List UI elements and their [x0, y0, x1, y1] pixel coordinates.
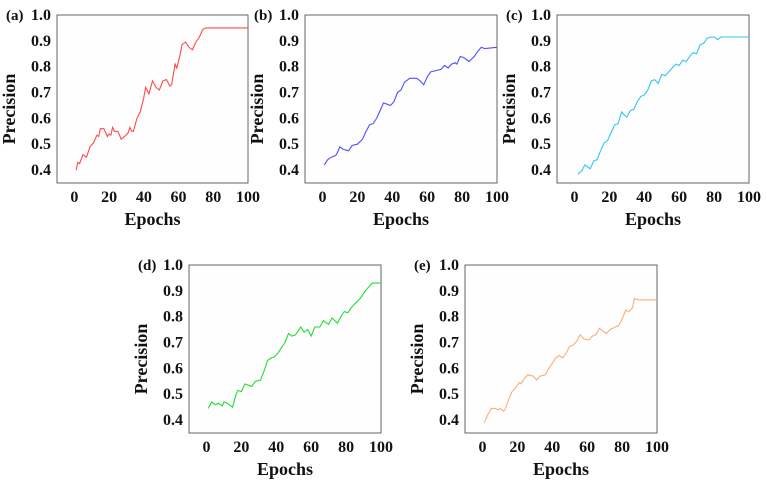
y-tick-label: 0.8: [531, 59, 551, 76]
x-tick-label: 40: [268, 439, 284, 456]
x-tick-label: 60: [303, 439, 319, 456]
plot-area: [556, 14, 750, 184]
x-tick-label: 40: [136, 189, 152, 206]
x-tick-label: 20: [349, 189, 365, 206]
plot-area: [464, 264, 658, 434]
x-tick-label: 0: [202, 439, 210, 456]
y-tick-label: 0.6: [439, 360, 459, 377]
y-tick-label: 0.4: [439, 412, 459, 429]
y-tick-label: 0.6: [531, 110, 551, 127]
subplot-a: 0.4 0.5 0.6 0.7 0.8 0.9 1.0 0 20 40 60 80 100 Epochs P…: [0, 7, 260, 229]
y-tick-label: 0.6: [31, 110, 51, 127]
y-tick-label: 0.8: [31, 59, 51, 76]
precision-line: [323, 46, 498, 166]
y-tick-label: 0.7: [279, 85, 299, 102]
panel-label: (c): [506, 8, 523, 24]
subplot-e: 0.4 0.5 0.6 0.7 0.8 0.9 1.0 0 20 40 60 80 100 Epochs P…: [407, 257, 669, 479]
y-tick-label: 0.8: [279, 59, 299, 76]
x-tick-label: 0: [478, 439, 486, 456]
x-tick-label: 100: [236, 189, 260, 206]
y-tick-label: 0.8: [439, 309, 459, 326]
x-tick-label: 60: [419, 189, 435, 206]
x-tick-label: 100: [645, 439, 669, 456]
y-tick-label: 0.4: [531, 162, 551, 179]
x-tick-label: 100: [737, 189, 761, 206]
y-tick-label: 0.7: [439, 335, 459, 352]
x-axis-label: Epochs: [257, 459, 313, 479]
x-tick-label: 80: [205, 189, 221, 206]
y-tick-label: 0.5: [163, 386, 183, 403]
y-tick-label: 0.6: [279, 110, 299, 127]
x-axis-label: Epochs: [373, 209, 429, 229]
x-tick-label: 0: [570, 189, 578, 206]
x-tick-label: 80: [614, 439, 630, 456]
y-axis-label: Precision: [247, 74, 267, 145]
y-tick-label: 1.0: [163, 257, 183, 274]
y-tick-label: 0.9: [163, 283, 183, 300]
subplot-c: 0.4 0.5 0.6 0.7 0.8 0.9 1.0 0 20 40 60 80 100 Epochs P…: [499, 7, 761, 229]
x-tick-label: 20: [509, 439, 525, 456]
x-axis-label: Epochs: [124, 209, 180, 229]
y-axis-label: Precision: [0, 74, 19, 145]
x-tick-label: 80: [454, 189, 470, 206]
plot-area: [304, 14, 498, 184]
y-tick-label: 0.9: [31, 33, 51, 50]
y-tick-label: 1.0: [279, 7, 299, 24]
panel-label: (e): [414, 258, 431, 274]
y-tick-label: 0.5: [531, 136, 551, 153]
x-tick-label: 0: [318, 189, 326, 206]
x-axis-label: Epochs: [533, 459, 589, 479]
precision-line: [75, 27, 248, 171]
y-tick-label: 0.9: [439, 283, 459, 300]
x-tick-label: 80: [338, 439, 354, 456]
plot-area: [188, 264, 382, 434]
plot-area: [56, 14, 249, 184]
panel-label: (d): [138, 258, 156, 274]
x-tick-label: 100: [485, 189, 509, 206]
y-tick-label: 1.0: [531, 7, 551, 24]
y-tick-label: 0.5: [279, 136, 299, 153]
y-tick-label: 0.6: [163, 360, 183, 377]
x-tick-label: 60: [171, 189, 187, 206]
y-tick-label: 0.8: [163, 309, 183, 326]
x-tick-label: 20: [601, 189, 617, 206]
y-tick-label: 0.4: [279, 162, 299, 179]
y-tick-label: 0.7: [31, 85, 51, 102]
y-tick-label: 0.4: [31, 162, 51, 179]
x-tick-label: 0: [70, 189, 78, 206]
y-axis-label: Precision: [131, 324, 151, 395]
panel-label: (b): [254, 8, 272, 24]
x-tick-label: 60: [671, 189, 687, 206]
y-tick-label: 1.0: [31, 7, 51, 24]
precision-line: [483, 297, 657, 423]
precision-line: [207, 282, 381, 409]
x-axis-label: Epochs: [625, 209, 681, 229]
x-tick-label: 60: [579, 439, 595, 456]
y-tick-label: 0.9: [279, 33, 299, 50]
x-tick-label: 20: [233, 439, 249, 456]
x-tick-label: 20: [101, 189, 117, 206]
panel-label: (a): [6, 8, 24, 24]
y-axis-label: Precision: [407, 324, 427, 395]
subplot-d: 0.4 0.5 0.6 0.7 0.8 0.9 1.0 0 20 40 60 80 100 Epochs P…: [131, 257, 393, 479]
y-tick-label: 0.7: [531, 85, 551, 102]
y-tick-label: 0.5: [31, 136, 51, 153]
y-axis-label: Precision: [499, 74, 519, 145]
y-tick-label: 0.5: [439, 386, 459, 403]
y-tick-label: 0.7: [163, 335, 183, 352]
x-tick-label: 80: [706, 189, 722, 206]
precision-line: [577, 36, 749, 175]
y-tick-label: 0.9: [531, 33, 551, 50]
subplot-b: 0.4 0.5 0.6 0.7 0.8 0.9 1.0 0 20 40 60 80 100 Epochs P…: [247, 7, 509, 229]
x-tick-label: 40: [544, 439, 560, 456]
x-tick-label: 40: [636, 189, 652, 206]
x-tick-label: 40: [384, 189, 400, 206]
y-tick-label: 1.0: [439, 257, 459, 274]
y-tick-label: 0.4: [163, 412, 183, 429]
x-tick-label: 100: [369, 439, 393, 456]
